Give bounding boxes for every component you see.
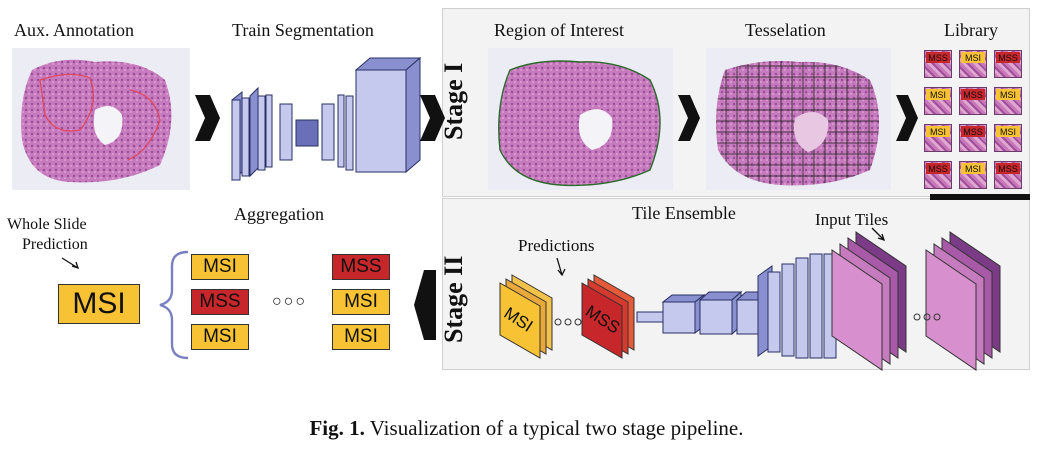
pointer-arrow-icons <box>61 227 886 277</box>
library-tile: MSS <box>924 161 952 189</box>
aggregation-prediction-tag: MSI <box>191 324 249 350</box>
library-tile-label: MSS <box>926 52 950 63</box>
library-tile-label: MSS <box>996 163 1020 174</box>
library-tile-label: MSS <box>926 163 950 174</box>
aggregation-ellipsis: ○○○ <box>272 293 307 310</box>
library-tile-label: MSS <box>961 126 985 137</box>
aggregation-prediction-tag: MSI <box>191 254 249 280</box>
region-of-interest-image <box>488 48 673 190</box>
arrow-3-icon <box>678 95 700 141</box>
library-tile: MSI <box>994 124 1022 152</box>
aggregation-prediction-tag: MSI <box>332 289 390 315</box>
classification-network-icon <box>636 253 837 359</box>
whole-slide-label-line1: Whole Slide <box>7 216 87 233</box>
curly-brace-icon <box>159 250 189 360</box>
library-tile: MSI <box>924 124 952 152</box>
library-tile: MSS <box>924 50 952 78</box>
step-library-label: Library <box>944 20 998 40</box>
library-tile: MSI <box>959 50 987 78</box>
library-tile: MSI <box>959 161 987 189</box>
segmentation-network-icon <box>231 56 422 182</box>
library-tile-label: MSI <box>961 52 985 63</box>
caption-text: Visualization of a typical two stage pip… <box>364 416 744 440</box>
aggregation-prediction-tag: MSS <box>332 254 390 280</box>
library-tile-label: MSI <box>996 89 1020 100</box>
caption-prefix: Fig. 1. <box>309 416 365 440</box>
arrow-4-icon <box>896 95 918 141</box>
input-tile-stack-1-icon <box>831 231 907 371</box>
arrow-left-icon <box>414 270 436 340</box>
library-tile: MSS <box>994 50 1022 78</box>
tile-ellipsis-icon <box>913 313 941 321</box>
prediction-stack-2-icon <box>581 274 635 359</box>
prediction-stack-1-icon <box>499 274 553 359</box>
predictions-label: Predictions <box>518 236 595 255</box>
whole-slide-prediction-badge: MSI <box>58 284 140 324</box>
tesselation-image <box>706 48 891 190</box>
tile-ensemble-label: Tile Ensemble <box>632 203 736 223</box>
arrow-1-icon <box>195 95 220 141</box>
library-tile: MSS <box>994 161 1022 189</box>
figure-caption: Fig. 1. Visualization of a typical two s… <box>0 416 1053 441</box>
step-region-of-interest-label: Region of Interest <box>494 20 624 40</box>
whole-slide-label-line2: Prediction <box>22 236 88 253</box>
step-tesselation-label: Tesselation <box>745 20 826 40</box>
input-tiles-label: Input Tiles <box>815 210 889 229</box>
library-tile: MSI <box>924 87 952 115</box>
input-tile-stack-2-icon <box>925 231 1001 371</box>
stage-1-diagram <box>12 48 1030 200</box>
library-tile: MSS <box>959 124 987 152</box>
library-tile-label: MSI <box>926 126 950 137</box>
step-train-segmentation-label: Train Segmentation <box>232 20 374 40</box>
library-tile-label: MSS <box>961 89 985 100</box>
aggregation-prediction-tag: MSS <box>191 289 249 315</box>
aggregation-label: Aggregation <box>234 204 324 224</box>
aggregation-prediction-tag: MSI <box>332 324 390 350</box>
library-tile-label: MSS <box>996 52 1020 63</box>
step-aux-annotation-label: Aux. Annotation <box>14 20 134 40</box>
library-tile: MSS <box>959 87 987 115</box>
aux-annotation-image <box>12 48 190 190</box>
arrow-2-icon <box>420 95 445 141</box>
stage-2-diagram <box>61 227 1001 371</box>
library-tile-label: MSI <box>961 163 985 174</box>
library-tile-label: MSI <box>926 89 950 100</box>
library-tile-label: MSI <box>996 126 1020 137</box>
arrow-down-icon <box>930 194 1030 200</box>
prediction-ellipsis-icon <box>554 318 582 326</box>
library-tile: MSI <box>994 87 1022 115</box>
